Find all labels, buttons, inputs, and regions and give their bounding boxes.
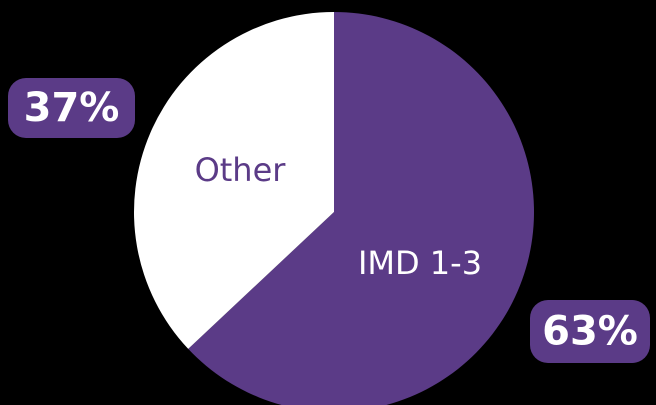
value-label: 37% bbox=[24, 85, 120, 131]
value-label-box bbox=[8, 78, 135, 138]
value-label: 63% bbox=[542, 309, 638, 355]
slice-label: Other bbox=[195, 151, 287, 189]
pie-slice bbox=[188, 12, 535, 405]
slice-label: IMD 1-3 bbox=[358, 244, 482, 282]
pie-slice bbox=[133, 12, 334, 349]
value-label-box bbox=[530, 300, 650, 363]
